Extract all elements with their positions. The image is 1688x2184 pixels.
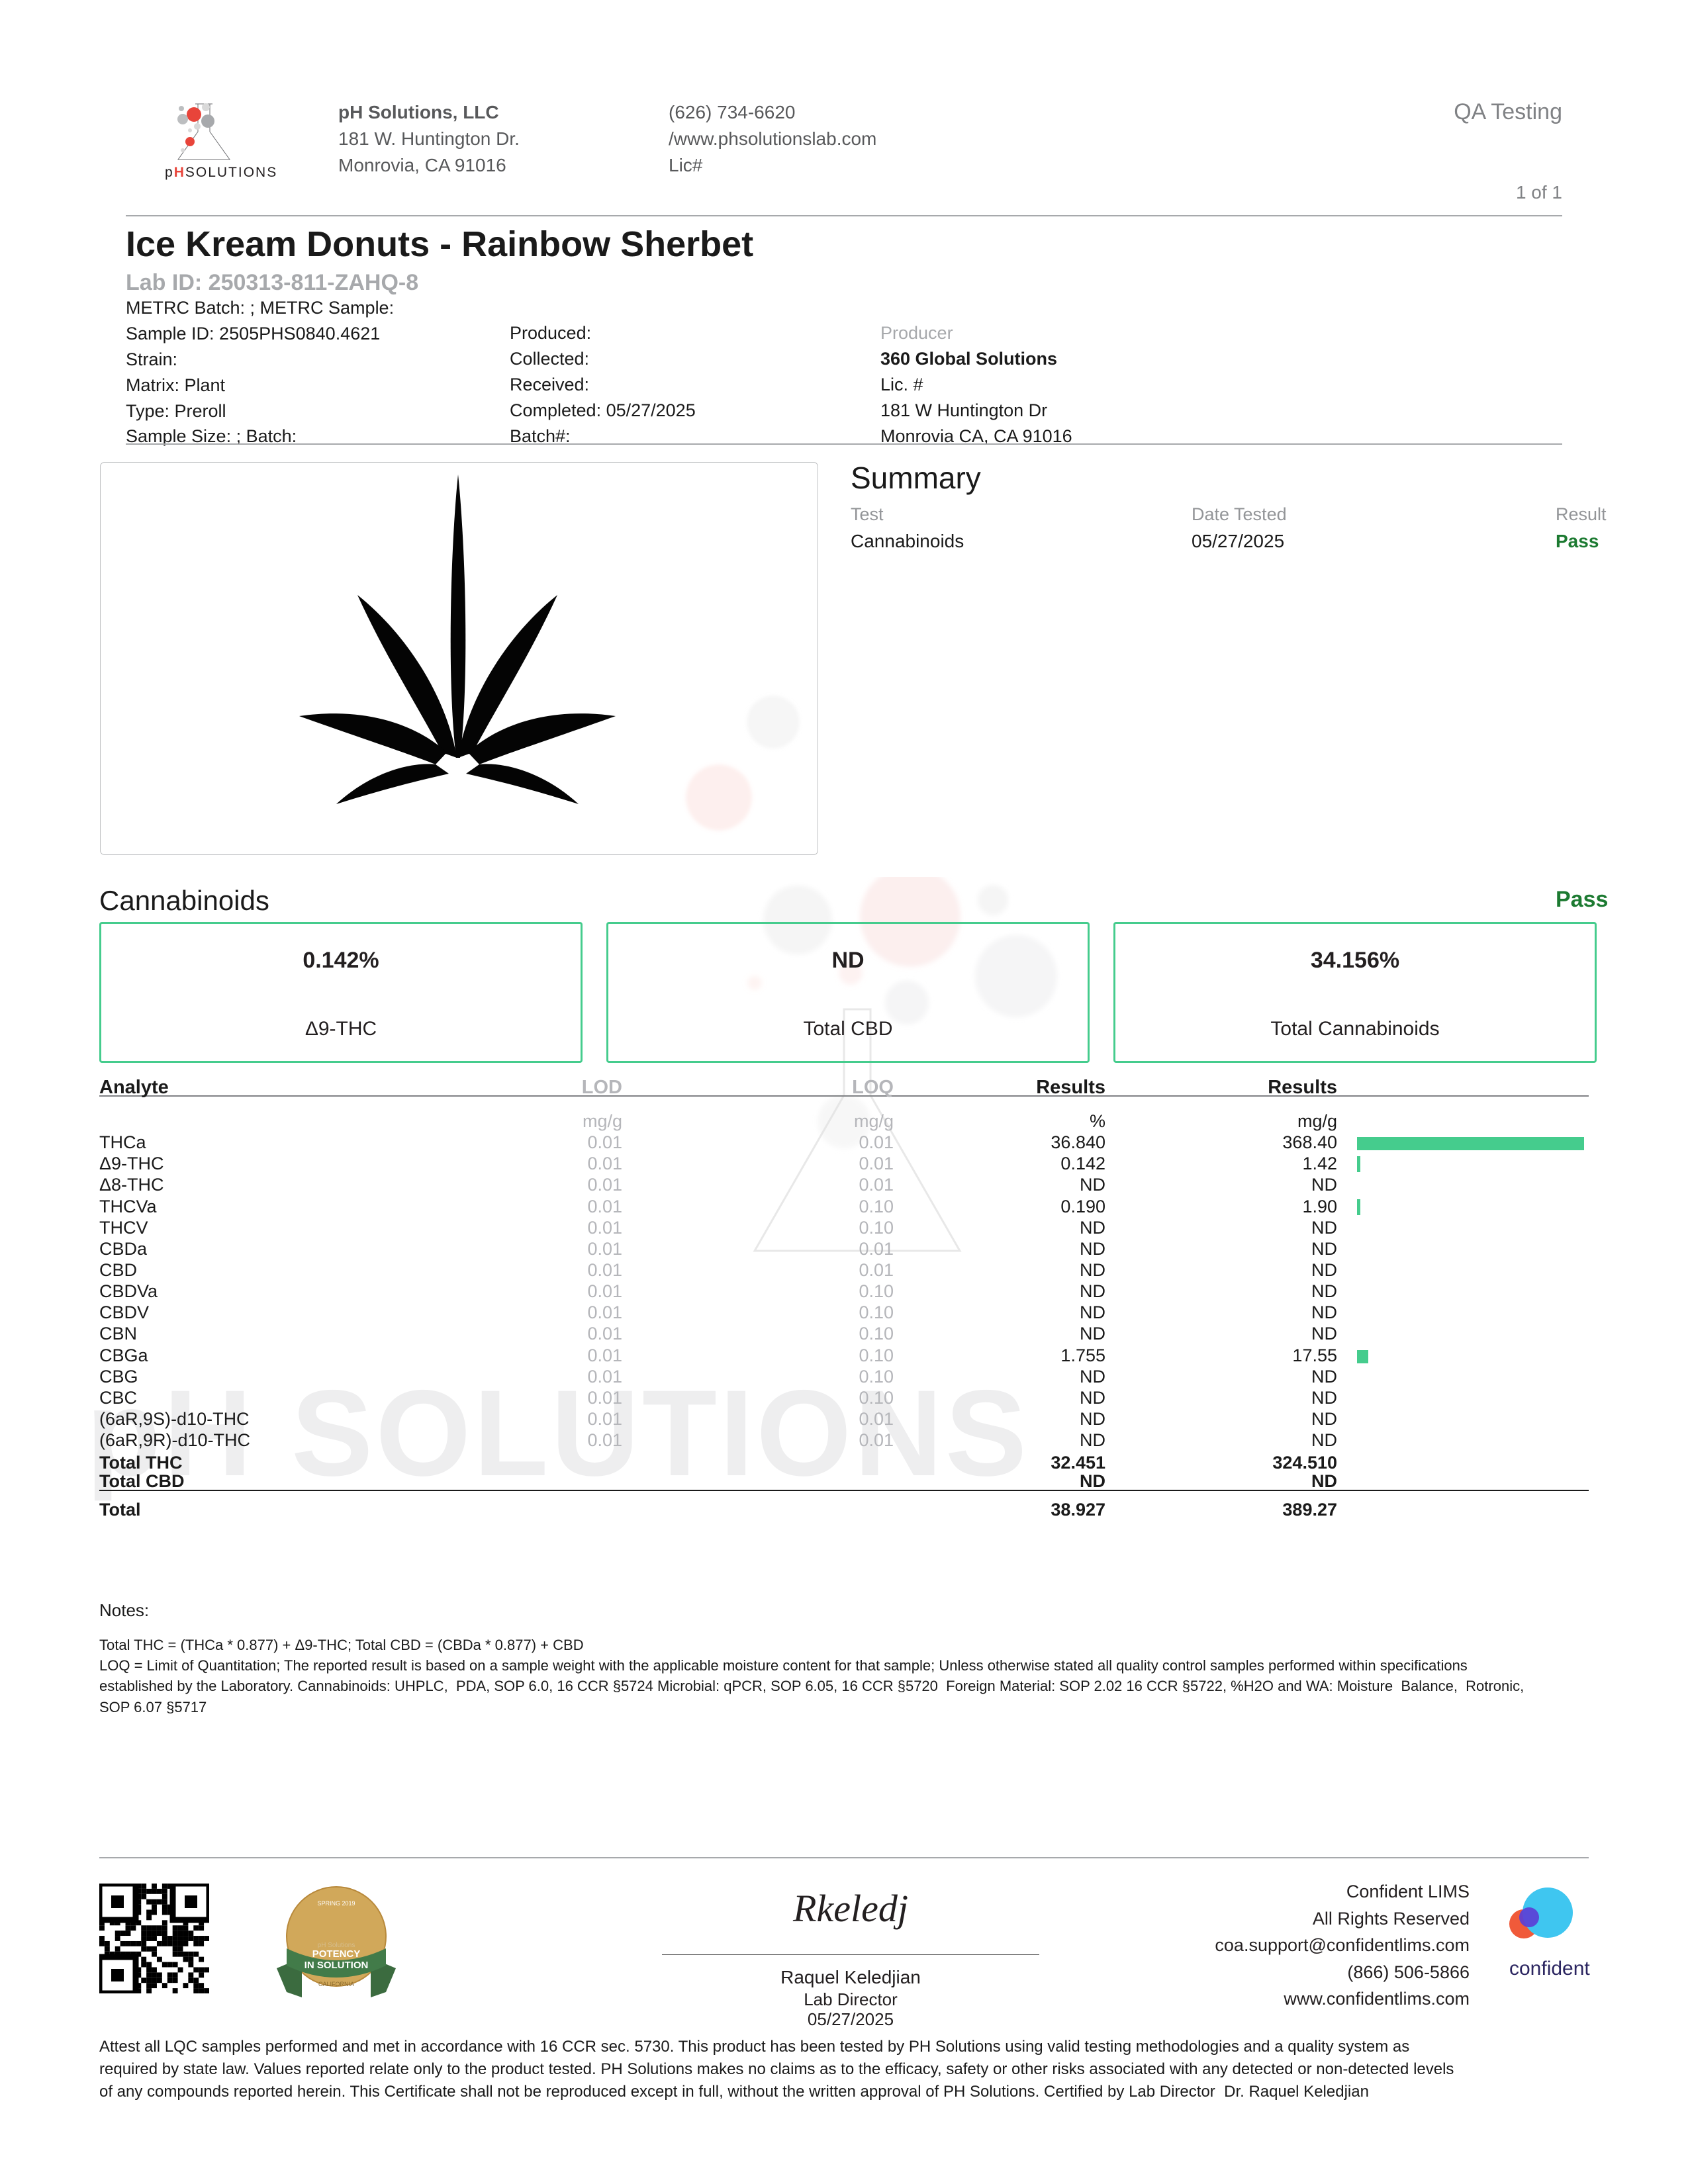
- svg-text:POTENCY: POTENCY: [312, 1948, 361, 1960]
- svg-text:IN SOLUTION: IN SOLUTION: [305, 1960, 369, 1971]
- svg-text:CALIFORNIA: CALIFORNIA: [318, 1981, 354, 1987]
- svg-text:SPRING 2019: SPRING 2019: [317, 1900, 355, 1907]
